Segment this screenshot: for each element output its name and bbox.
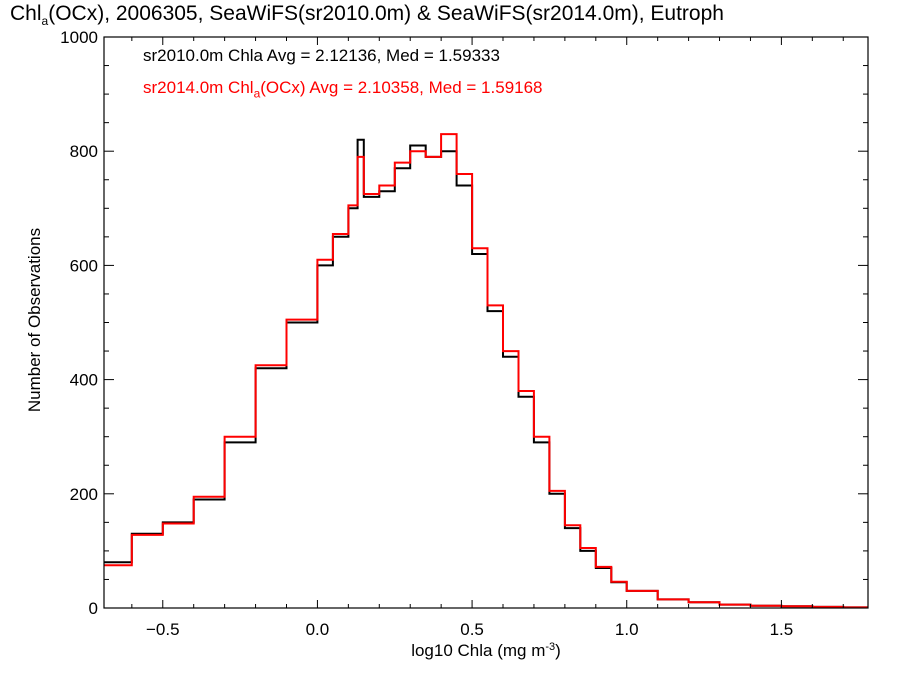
y-axis-label: Number of Observations	[25, 228, 44, 412]
x-tick-label: 0.5	[460, 620, 484, 639]
x-tick-label: 1.0	[615, 620, 639, 639]
legend-entry-sr2014: sr2014.0m Chla(OCx) Avg = 2.10358, Med =…	[143, 78, 543, 101]
y-tick-label: 600	[70, 256, 98, 275]
y-tick-label: 1000	[60, 28, 98, 47]
x-tick-label: 1.5	[770, 620, 794, 639]
x-tick-label: −0.5	[146, 620, 180, 639]
x-axis-label: log10 Chla (mg m-3)	[411, 641, 561, 660]
x-tick-label: 0.0	[306, 620, 330, 639]
y-tick-label: 800	[70, 142, 98, 161]
chart-title: Chla(OCx), 2006305, SeaWiFS(sr2010.0m) &…	[10, 2, 724, 29]
y-tick-label: 200	[70, 485, 98, 504]
y-tick-label: 400	[70, 371, 98, 390]
plot-frame	[103, 36, 869, 609]
series-sr2014-line	[104, 133, 868, 609]
y-tick-label: 0	[89, 599, 98, 618]
series-sr2010-line	[104, 138, 868, 609]
legend-entry-sr2010: sr2010.0m Chla Avg = 2.12136, Med = 1.59…	[143, 46, 500, 65]
